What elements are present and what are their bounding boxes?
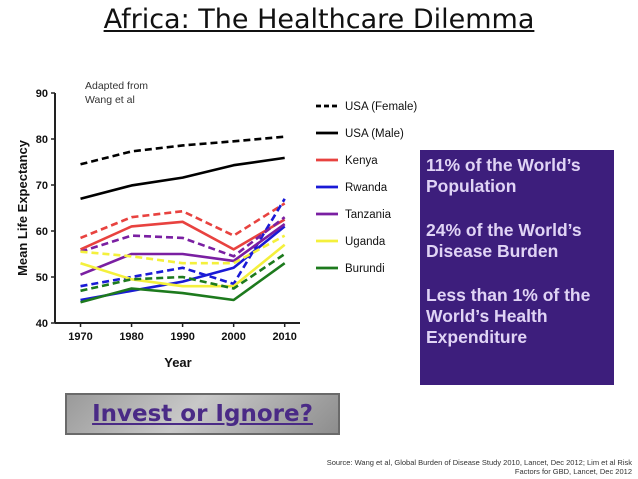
statistics-box: 11% of the World’s Population 24% of the…	[420, 150, 614, 385]
health-expenditure-stat: Less than 1% of the World’s Health Expen…	[426, 285, 591, 347]
series-line-usa-female	[80, 135, 285, 166]
series-line-rwanda-dashed	[80, 198, 286, 288]
legend-label: USA (Male)	[345, 128, 404, 140]
series-line-kenya	[79, 218, 286, 251]
chart-annotation-line2: Wang et al	[85, 94, 135, 106]
y-tick-label: 70	[36, 180, 48, 192]
legend-label: Uganda	[345, 236, 386, 248]
source-citation: Source: Wang et al, Global Burden of Dis…	[300, 458, 632, 476]
x-tick-label: 1980	[119, 331, 143, 343]
legend-label: Rwanda	[345, 182, 388, 194]
series-line-burundi	[80, 262, 286, 304]
disease-burden-stat: 24% of the World’s Disease Burden	[426, 220, 582, 261]
series-line-kenya-dashed	[80, 202, 286, 240]
x-tick-label: 2000	[221, 331, 245, 343]
y-axis-label: Mean Life Expectancy	[15, 139, 30, 276]
invest-or-ignore-label: Invest or Ignore?	[92, 401, 313, 427]
series-line-uganda-dashed	[80, 234, 286, 265]
series-line-usa-male	[80, 156, 285, 201]
legend-label: Kenya	[345, 155, 378, 167]
x-tick-label: 1970	[68, 331, 92, 343]
series-line-tanzania	[80, 223, 286, 276]
x-axis-label: Year	[164, 355, 191, 370]
slide-title: Africa: The Healthcare Dilemma	[103, 4, 535, 35]
legend-label: Tanzania	[345, 209, 392, 221]
source-line-2: Factors for GBD, Lancet, Dec 2012	[514, 467, 632, 476]
legend-label: Burundi	[345, 263, 385, 275]
source-line-1: Source: Wang et al, Global Burden of Dis…	[326, 458, 632, 467]
x-tick-label: 1990	[170, 331, 194, 343]
y-tick-label: 80	[36, 134, 48, 146]
legend-label: USA (Female)	[345, 101, 417, 113]
series-line-tanzania-dashed	[80, 216, 286, 258]
x-tick-label: 2010	[272, 331, 296, 343]
y-tick-label: 40	[36, 318, 48, 330]
y-tick-label: 50	[36, 272, 48, 284]
population-stat: 11% of the World’s Population	[426, 155, 581, 196]
series-line-uganda	[80, 243, 286, 288]
invest-or-ignore-banner[interactable]: Invest or Ignore?	[65, 393, 340, 435]
chart-annotation: Adapted from	[85, 80, 148, 92]
series-line-burundi-dashed	[80, 252, 286, 293]
y-tick-label: 90	[36, 88, 48, 100]
y-tick-label: 60	[36, 226, 48, 238]
